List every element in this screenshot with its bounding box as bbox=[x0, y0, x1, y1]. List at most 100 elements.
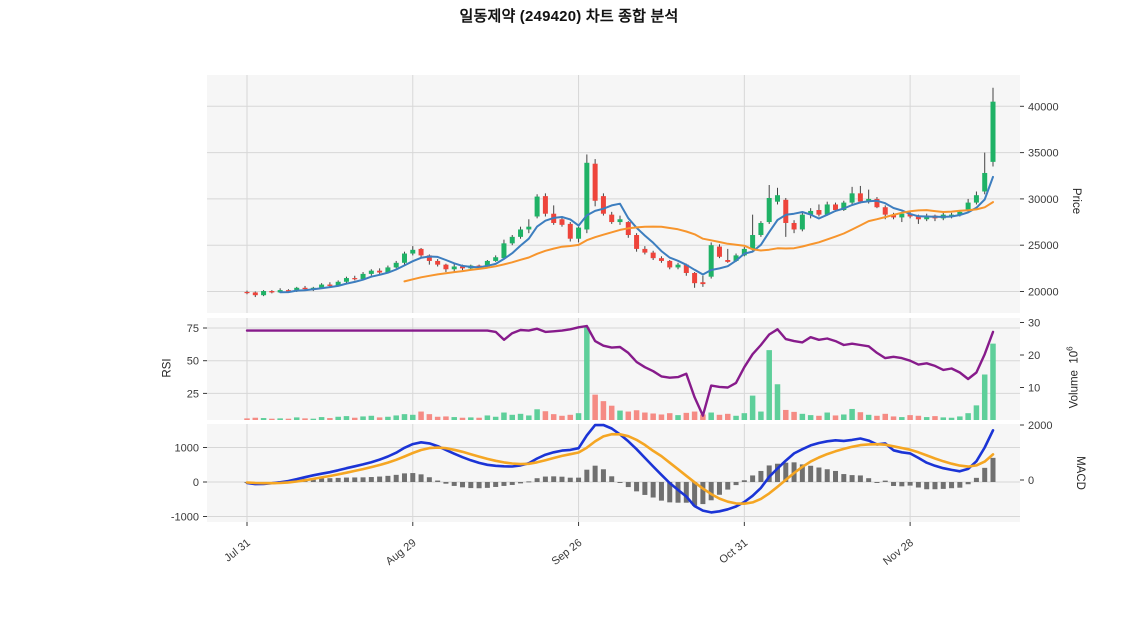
candle-body bbox=[990, 101, 996, 162]
candle-body bbox=[343, 278, 349, 282]
rsi-tick-label: 50 bbox=[187, 356, 199, 368]
candle-body bbox=[302, 287, 308, 290]
volume-bar bbox=[957, 416, 963, 420]
macd-histogram-bar bbox=[700, 482, 706, 505]
candle-body bbox=[667, 260, 673, 268]
x-tick-label: Nov 28 bbox=[881, 537, 916, 568]
volume-bar bbox=[401, 414, 408, 420]
volume-bar bbox=[816, 415, 822, 420]
volume-bar bbox=[534, 409, 540, 420]
macd-histogram-bar bbox=[957, 482, 963, 488]
volume-bar bbox=[509, 414, 515, 420]
volume-bar bbox=[633, 410, 640, 420]
volume-bar bbox=[783, 409, 789, 420]
candle-body bbox=[377, 270, 383, 273]
macd-histogram-bar bbox=[940, 482, 946, 489]
macd-histogram-bar bbox=[849, 475, 855, 482]
macd-histogram-bar bbox=[750, 475, 756, 482]
candle-body bbox=[907, 213, 913, 217]
volume-bar bbox=[559, 415, 565, 420]
macd-histogram-bar bbox=[393, 474, 399, 482]
rsi-volume-panel bbox=[207, 318, 1020, 420]
candle-body bbox=[866, 198, 872, 202]
volume-axis-label: Volume 106 bbox=[1065, 346, 1081, 409]
candle-body bbox=[882, 207, 888, 215]
macd-histogram-bar bbox=[841, 474, 847, 482]
volume-tick-label: 20 bbox=[1028, 350, 1040, 362]
macd-left-tick-label: 1000 bbox=[175, 443, 199, 455]
volume-bar bbox=[716, 414, 723, 420]
candle-body bbox=[808, 210, 814, 215]
rsi-axis-label: RSI bbox=[161, 358, 174, 378]
price-panel bbox=[207, 75, 1020, 313]
candle-body bbox=[576, 227, 582, 239]
macd-histogram-bar bbox=[675, 482, 681, 503]
macd-right-tick-label: 2000 bbox=[1028, 420, 1052, 432]
volume-bar bbox=[832, 415, 839, 420]
candle-body bbox=[518, 229, 524, 237]
candle-body bbox=[791, 222, 797, 230]
candle-body bbox=[542, 196, 548, 214]
macd-histogram-bar bbox=[343, 477, 349, 482]
macd-histogram-bar bbox=[600, 469, 606, 482]
candle-body bbox=[600, 196, 606, 214]
candle-body bbox=[899, 213, 905, 218]
macd-histogram-bar bbox=[335, 477, 341, 482]
macd-histogram-bar bbox=[559, 476, 565, 482]
volume-tick-label: 30 bbox=[1028, 318, 1040, 330]
candle-body bbox=[352, 278, 358, 280]
candle-body bbox=[874, 198, 880, 208]
macd-histogram-bar bbox=[683, 482, 689, 503]
macd-histogram-bar bbox=[725, 482, 731, 490]
volume-bar bbox=[841, 414, 847, 420]
price-tick-label: 20000 bbox=[1028, 287, 1059, 299]
candle-body bbox=[418, 248, 424, 256]
volume-bar bbox=[923, 417, 930, 420]
candle-body bbox=[915, 216, 921, 220]
volume-bar bbox=[327, 418, 333, 420]
macd-histogram-bar bbox=[741, 480, 747, 482]
volume-bar bbox=[434, 416, 441, 420]
volume-bar bbox=[451, 417, 457, 420]
macd-histogram-bar bbox=[327, 478, 333, 482]
macd-histogram-bar bbox=[410, 473, 416, 482]
volume-bar bbox=[675, 415, 681, 420]
macd-histogram-bar bbox=[360, 477, 366, 482]
candle-body bbox=[451, 266, 457, 270]
macd-histogram-bar bbox=[907, 482, 913, 486]
volume-bar bbox=[940, 417, 947, 420]
volume-bar bbox=[890, 416, 897, 420]
chart-title: 일동제약 (249420) 차트 종합 분석 bbox=[459, 8, 679, 25]
macd-histogram-bar bbox=[650, 482, 656, 498]
macd-histogram-bar bbox=[692, 482, 698, 506]
candle-body bbox=[401, 253, 407, 263]
macd-histogram-bar bbox=[973, 477, 979, 482]
volume-bar bbox=[948, 417, 955, 420]
candle-body bbox=[758, 222, 764, 236]
volume-bar bbox=[285, 418, 292, 420]
candle-body bbox=[484, 260, 490, 268]
volume-bar bbox=[335, 416, 341, 420]
volume-bar bbox=[277, 418, 283, 420]
volume-bar bbox=[758, 411, 764, 420]
candle-body bbox=[335, 281, 341, 286]
candle-body bbox=[244, 291, 250, 294]
volume-bar bbox=[899, 417, 905, 420]
candle-body bbox=[949, 214, 955, 216]
candle-body bbox=[849, 193, 855, 203]
candle-body bbox=[857, 193, 863, 202]
candle-body bbox=[683, 264, 689, 273]
macd-histogram-bar bbox=[476, 482, 482, 489]
volume-bar bbox=[882, 413, 888, 420]
macd-histogram-bar bbox=[567, 477, 573, 482]
macd-histogram-bar bbox=[774, 463, 780, 482]
candle-body bbox=[319, 284, 325, 288]
candle-body bbox=[426, 255, 432, 261]
candle-body bbox=[534, 196, 540, 217]
volume-bar bbox=[385, 416, 391, 420]
macd-histogram-bar bbox=[319, 478, 325, 482]
candle-body bbox=[816, 210, 822, 215]
volume-bar bbox=[293, 417, 300, 420]
macd-histogram-bar bbox=[824, 469, 830, 482]
